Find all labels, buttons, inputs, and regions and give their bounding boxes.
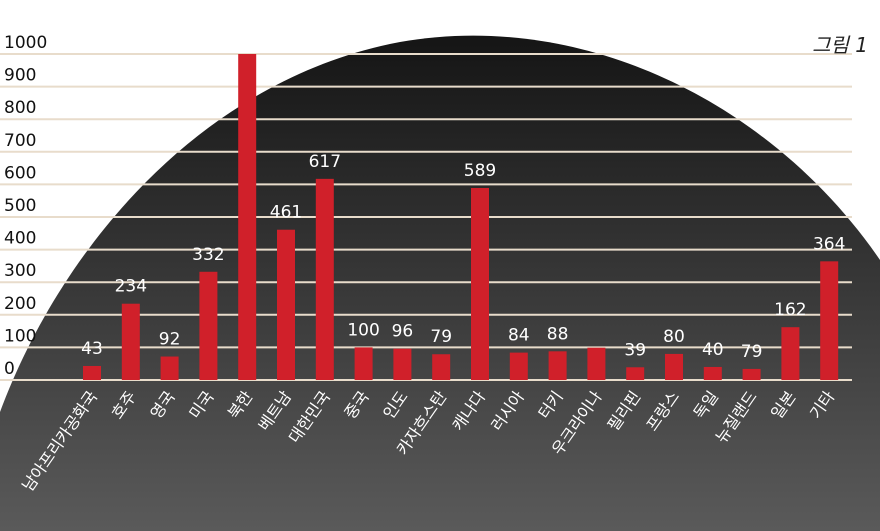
background-dome [0,35,880,531]
bar-12 [548,351,567,380]
bar-17 [742,368,761,380]
value-label-19: 364 [813,234,845,254]
bar-13 [587,347,606,380]
value-label-12: 88 [547,324,569,344]
bars [83,54,839,380]
bar-16 [703,366,722,380]
bar-11 [509,352,528,380]
value-labels: 43 234 92 332 461 617 100 96 79 589 84 88 39 80 40 79 16… [81,152,845,362]
value-label-18: 162 [774,300,806,320]
bar-6 [315,178,334,380]
value-label-0: 43 [81,339,103,359]
y-tick-label: 100 [4,326,36,346]
y-tick-label: 800 [4,98,36,118]
y-tick-label: 700 [4,131,36,151]
bar-8 [393,348,412,380]
value-label-8: 96 [392,322,414,342]
bar-9 [432,354,451,380]
y-tick-label: 200 [4,294,36,314]
figure-label: 그림 1 [812,33,868,57]
bar-10 [471,187,489,380]
value-label-10: 589 [464,161,496,181]
bar-5 [277,229,295,380]
value-label-7: 100 [347,320,379,340]
value-label-3: 332 [192,245,224,265]
y-axis-ticks: 0 100 200 300 400 500 600 700 800 900 1000 [4,33,47,379]
y-tick-label: 0 [4,359,15,379]
bar-15 [665,353,683,380]
bar-18 [781,327,800,380]
value-label-17: 79 [741,342,763,362]
bar-19 [820,261,839,380]
y-tick-label: 500 [4,196,36,216]
value-label-9: 79 [430,327,452,347]
bar-2 [160,356,179,380]
y-tick-label: 300 [4,261,36,281]
value-label-16: 40 [702,340,724,360]
value-label-2: 92 [159,330,181,350]
bar-3 [199,271,218,380]
y-tick-label: 900 [4,66,36,86]
value-label-15: 80 [663,327,685,347]
gridlines [0,53,852,381]
value-label-14: 39 [624,340,646,360]
value-label-5: 461 [270,203,302,223]
y-tick-label: 400 [4,229,36,249]
bar-14 [626,367,645,380]
value-label-1: 234 [115,277,147,297]
y-tick-label: 1000 [4,33,47,53]
value-label-11: 84 [508,326,530,346]
value-label-6: 617 [309,152,341,172]
bar-7 [354,347,373,380]
bar-1 [121,303,140,380]
bar-0 [83,365,101,380]
bar-4 [238,54,257,380]
y-tick-label: 600 [4,163,36,183]
